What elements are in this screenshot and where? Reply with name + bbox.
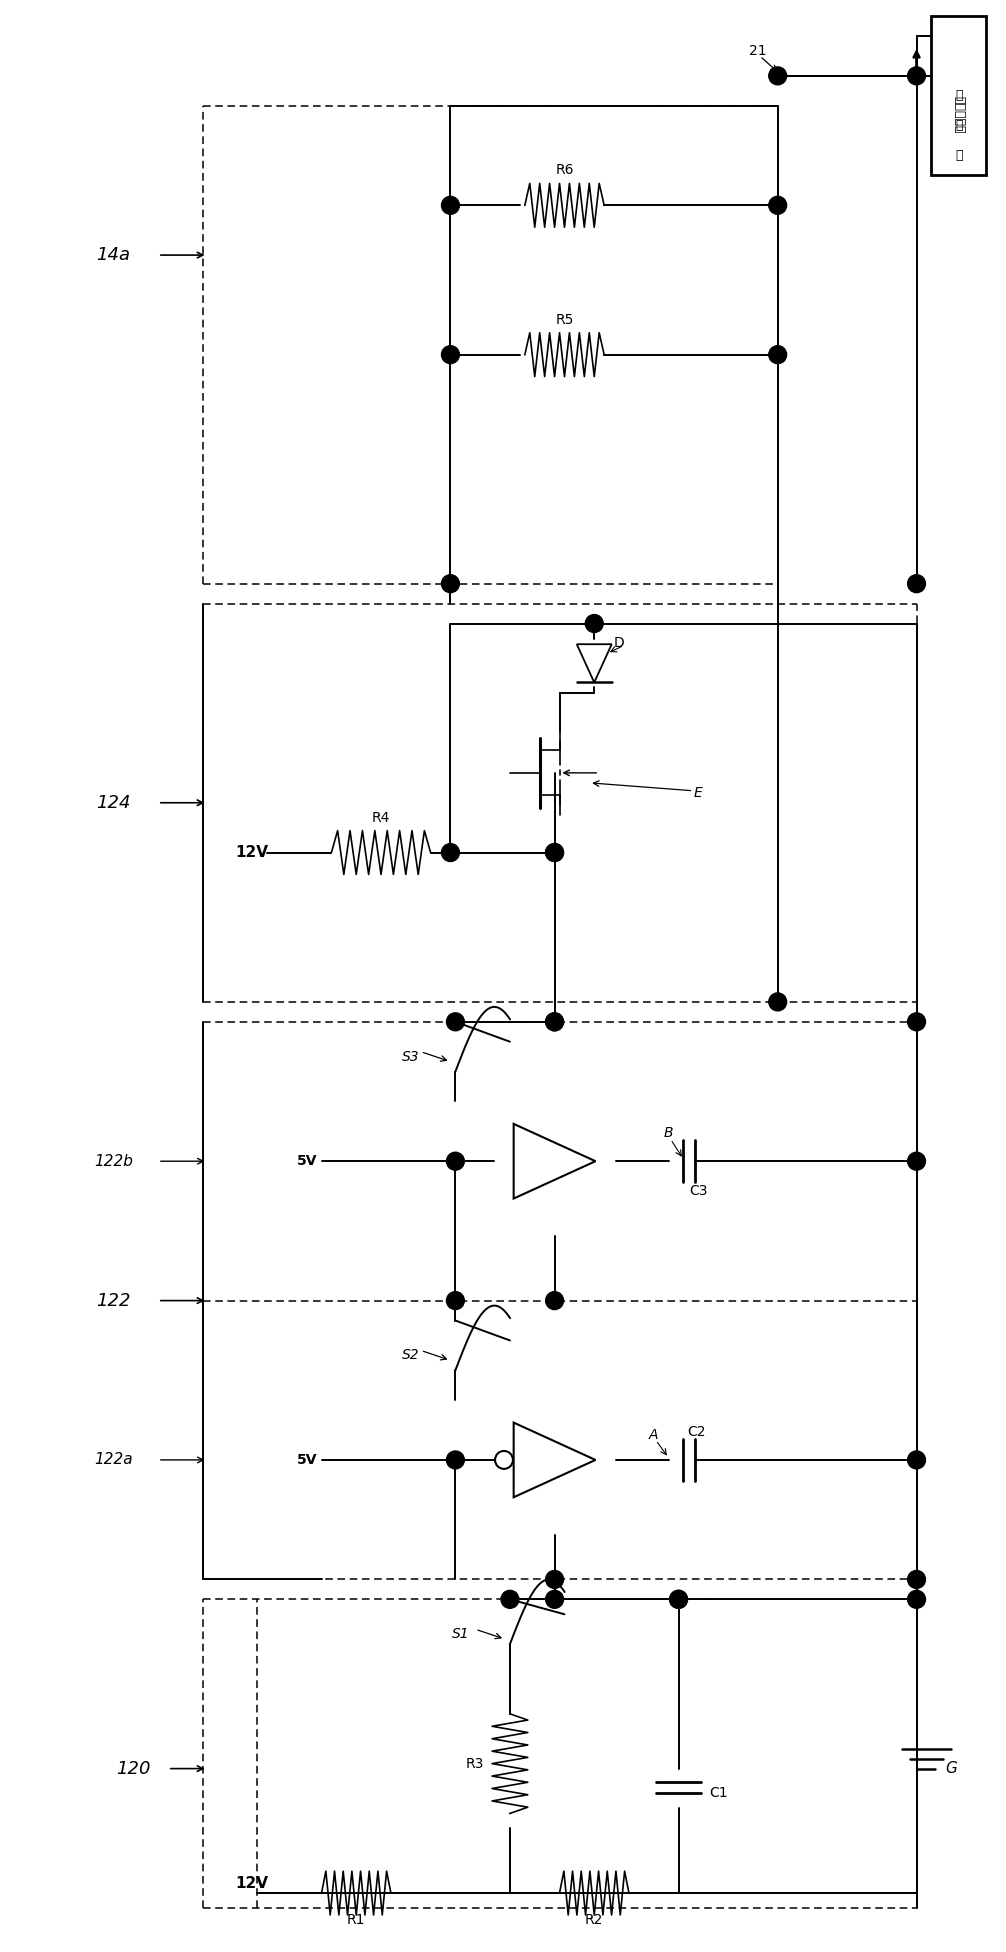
Text: 12V: 12V xyxy=(235,845,269,861)
Circle shape xyxy=(907,1571,926,1589)
Text: R5: R5 xyxy=(555,312,573,326)
Text: S1: S1 xyxy=(452,1628,469,1642)
Circle shape xyxy=(907,1152,926,1169)
Text: D: D xyxy=(614,636,625,650)
Text: 120: 120 xyxy=(116,1759,150,1778)
Circle shape xyxy=(907,66,926,84)
Circle shape xyxy=(447,1292,465,1310)
Text: 122a: 122a xyxy=(94,1452,133,1468)
Text: 二: 二 xyxy=(955,119,963,133)
Text: 第: 第 xyxy=(955,90,963,102)
Circle shape xyxy=(545,843,563,861)
Text: 組: 組 xyxy=(955,148,963,162)
Text: 第二組硬碟: 第二組硬碟 xyxy=(953,96,965,133)
Circle shape xyxy=(442,843,460,861)
Circle shape xyxy=(545,1571,563,1589)
Circle shape xyxy=(545,1013,563,1031)
Text: G: G xyxy=(946,1761,957,1776)
Text: 5V: 5V xyxy=(297,1452,317,1466)
Circle shape xyxy=(545,1591,563,1608)
Circle shape xyxy=(545,1292,563,1310)
Text: R3: R3 xyxy=(466,1757,485,1770)
Text: E: E xyxy=(694,787,703,800)
Circle shape xyxy=(442,346,460,363)
Text: B: B xyxy=(664,1126,673,1140)
Text: 12V: 12V xyxy=(235,1876,269,1891)
Text: C3: C3 xyxy=(689,1185,707,1199)
Text: 122: 122 xyxy=(96,1292,131,1310)
Text: 21: 21 xyxy=(749,45,767,59)
Circle shape xyxy=(670,1591,687,1608)
Circle shape xyxy=(907,1013,926,1031)
Circle shape xyxy=(501,1591,519,1608)
Circle shape xyxy=(769,346,787,363)
Text: S2: S2 xyxy=(402,1349,420,1362)
Text: R1: R1 xyxy=(347,1913,365,1927)
Circle shape xyxy=(447,1013,465,1031)
Circle shape xyxy=(442,574,460,593)
Circle shape xyxy=(769,66,787,84)
Circle shape xyxy=(769,994,787,1011)
Text: A: A xyxy=(649,1429,659,1443)
Text: 14a: 14a xyxy=(97,246,130,264)
Text: S3: S3 xyxy=(402,1050,420,1064)
FancyBboxPatch shape xyxy=(932,16,986,176)
Text: 5V: 5V xyxy=(297,1154,317,1167)
Circle shape xyxy=(442,197,460,215)
Circle shape xyxy=(907,1591,926,1608)
Circle shape xyxy=(907,1450,926,1470)
Text: C1: C1 xyxy=(709,1786,727,1800)
Circle shape xyxy=(585,615,604,632)
Circle shape xyxy=(670,1591,687,1608)
Circle shape xyxy=(907,574,926,593)
Text: R6: R6 xyxy=(555,164,573,178)
Circle shape xyxy=(545,843,563,861)
Text: R4: R4 xyxy=(372,810,390,824)
Circle shape xyxy=(447,1450,465,1470)
Text: 122b: 122b xyxy=(94,1154,133,1169)
Circle shape xyxy=(447,1152,465,1169)
Text: C2: C2 xyxy=(687,1425,705,1439)
Circle shape xyxy=(545,1013,563,1031)
Text: R2: R2 xyxy=(585,1913,604,1927)
Text: 124: 124 xyxy=(96,794,131,812)
Circle shape xyxy=(769,197,787,215)
